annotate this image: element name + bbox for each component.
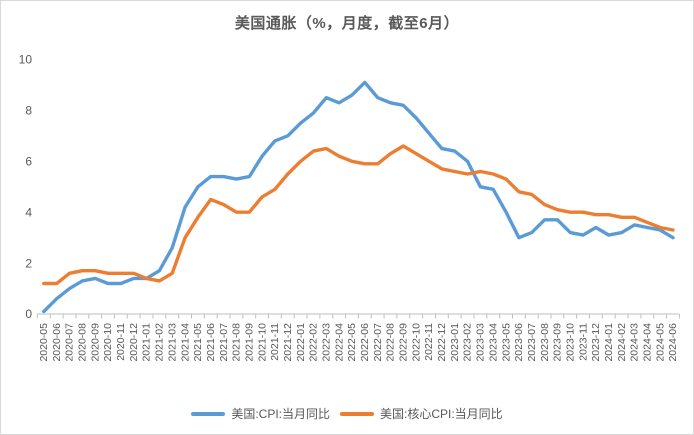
x-tick-label: 2021-02: [154, 323, 166, 362]
x-tick-label: 2021-11: [269, 323, 281, 361]
x-tick-label: 2023-08: [539, 323, 551, 362]
x-tick-label: 2022-01: [295, 323, 307, 362]
core-cpi-line-swatch: [340, 411, 374, 416]
y-axis-labels: 0 2 4 6 8 10: [19, 53, 33, 322]
x-tick-label: 2024-05: [654, 323, 666, 362]
x-tick-label: 2021-01: [141, 323, 153, 362]
x-tick-label: 2020-07: [64, 323, 76, 362]
x-tick-label: 2021-04: [179, 323, 191, 362]
chart-legend: 美国:CPI:当月同比 美国:核心CPI:当月同比: [1, 405, 693, 422]
x-tick-label: 2023-11: [577, 323, 589, 361]
legend-item-core-cpi: 美国:核心CPI:当月同比: [340, 405, 503, 422]
x-tick-label: 2021-03: [166, 323, 178, 362]
cpi-line-swatch: [191, 411, 226, 416]
x-tick-label: 2021-05: [192, 323, 204, 362]
x-tick-label: 2024-04: [642, 323, 654, 362]
y-tick-label: 8: [25, 104, 32, 118]
x-tick-label: 2022-03: [321, 323, 333, 362]
x-tick-label: 2023-03: [475, 323, 487, 362]
x-tick-label: 2023-07: [526, 323, 538, 362]
x-tick-label: 2020-12: [128, 323, 140, 362]
y-tick-label: 4: [25, 205, 32, 219]
legend-label-cpi: 美国:CPI:当月同比: [231, 407, 330, 421]
x-tick-label: 2023-09: [552, 323, 564, 362]
core-cpi-series-line: [42, 144, 675, 286]
x-tick-label: 2024-06: [667, 323, 679, 362]
x-tick-label: 2023-12: [590, 323, 602, 362]
x-tick-label: 2023-10: [564, 323, 576, 362]
x-axis-ticks: [36, 314, 680, 319]
cpi-series-line: [42, 80, 675, 314]
x-tick-label: 2021-10: [256, 323, 268, 362]
x-tick-label: 2022-12: [436, 323, 448, 362]
x-tick-label: 2022-08: [385, 323, 397, 362]
x-tick-label: 2024-01: [603, 323, 615, 362]
x-tick-label: 2023-04: [487, 323, 499, 362]
x-tick-label: 2023-01: [449, 323, 461, 362]
x-tick-label: 2022-04: [333, 323, 345, 362]
x-tick-label: 2021-09: [243, 323, 255, 362]
x-tick-label: 2023-06: [513, 323, 525, 362]
x-tick-label: 2021-12: [282, 323, 294, 362]
x-tick-label: 2020-11: [115, 323, 127, 361]
y-tick-label: 2: [25, 256, 32, 270]
x-tick-label: 2020-06: [51, 323, 63, 362]
chart-title: 美国通胀（%，月度，截至6月）: [234, 15, 460, 32]
x-tick-label: 2020-05: [38, 323, 50, 362]
x-tick-label: 2021-06: [205, 323, 217, 362]
y-tick-label: 0: [25, 307, 32, 321]
x-tick-label: 2023-02: [462, 323, 474, 362]
x-tick-label: 2020-08: [77, 323, 89, 362]
y-tick-label: 6: [25, 155, 32, 169]
x-tick-label: 2021-07: [218, 323, 230, 362]
x-tick-label: 2020-10: [102, 323, 114, 362]
x-tick-label: 2022-09: [398, 323, 410, 362]
x-axis-labels: 2020-05 2020-06 2020-07 2020-08 2020-09 2020-…: [38, 323, 679, 362]
x-tick-label: 2024-02: [616, 323, 628, 362]
legend-label-core-cpi: 美国:核心CPI:当月同比: [380, 407, 503, 421]
legend-item-cpi: 美国:CPI:当月同比: [191, 405, 330, 422]
x-tick-label: 2022-05: [346, 323, 358, 362]
x-tick-label: 2021-08: [231, 323, 243, 362]
x-tick-label: 2022-06: [359, 323, 371, 362]
x-tick-label: 2023-05: [500, 323, 512, 362]
x-tick-label: 2022-02: [308, 323, 320, 362]
x-tick-label: 2022-10: [410, 323, 422, 362]
x-tick-label: 2022-07: [372, 323, 384, 362]
x-tick-label: 2024-03: [629, 323, 641, 362]
x-tick-label: 2022-11: [423, 323, 435, 361]
x-tick-label: 2020-09: [89, 323, 101, 362]
y-tick-label: 10: [19, 53, 33, 67]
